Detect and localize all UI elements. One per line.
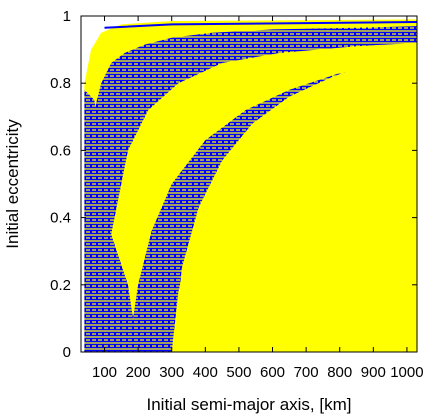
x-tick-label: 600 (260, 364, 285, 381)
unstable-top-streak (104, 21, 417, 29)
x-tick-label: 400 (193, 364, 218, 381)
x-tick-label: 900 (361, 364, 386, 381)
x-tick-label: 300 (159, 364, 184, 381)
chaotic-left-region (84, 89, 139, 352)
y-axis-label: Initial eccentricity (3, 119, 22, 249)
stable-core-region (173, 53, 417, 352)
y-tick-label: 1 (63, 8, 71, 25)
y-axis-ticks: 0 0.2 0.4 0.6 0.8 1 (50, 8, 417, 361)
x-axis-label: Initial semi-major axis, [km] (147, 395, 352, 414)
plot-area (81, 16, 417, 352)
plot-frame (80, 15, 418, 353)
x-tick-label: 800 (327, 364, 352, 381)
x-axis-ticks: 100 200 300 400 500 600 700 800 900 1000 (92, 16, 424, 381)
y-tick-label: 0.2 (50, 277, 71, 294)
unstable-band-outer (84, 26, 417, 352)
x-tick-label: 700 (294, 364, 319, 381)
y-tick-label: 0.8 (50, 75, 71, 92)
x-tick-label: 1000 (390, 364, 423, 381)
x-tick-label: 500 (226, 364, 251, 381)
x-tick-label: 200 (126, 364, 151, 381)
y-tick-label: 0.6 (50, 142, 71, 159)
y-tick-label: 0.4 (50, 210, 71, 227)
x-tick-label: 100 (92, 364, 117, 381)
unstable-band-inner (128, 59, 417, 352)
y-tick-label: 0 (63, 344, 71, 361)
